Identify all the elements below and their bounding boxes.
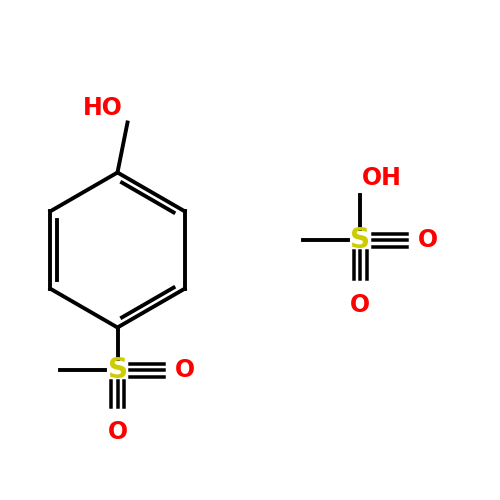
Text: S: S	[350, 226, 370, 254]
Text: S: S	[108, 356, 128, 384]
Text: O: O	[108, 420, 128, 444]
Text: O: O	[418, 228, 438, 252]
Text: O: O	[350, 292, 370, 316]
Text: HO: HO	[82, 96, 122, 120]
Text: O: O	[175, 358, 195, 382]
Text: OH: OH	[362, 166, 402, 190]
